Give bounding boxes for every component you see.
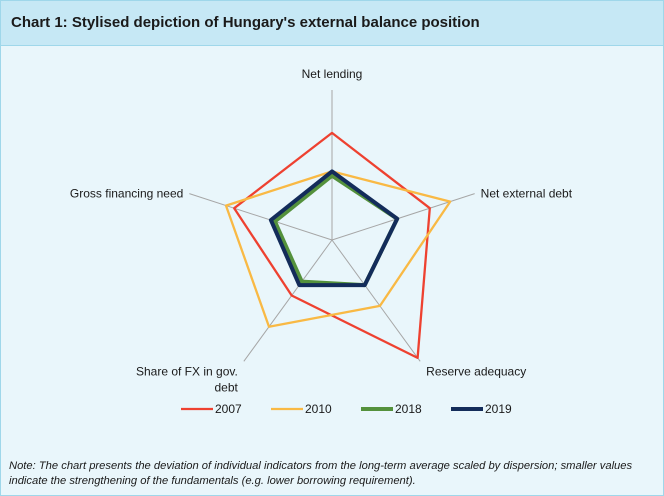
chart-note: Note: The chart presents the deviation o… bbox=[9, 460, 633, 487]
axis-label-line: Gross financing need bbox=[70, 187, 183, 201]
series-2019 bbox=[268, 169, 400, 288]
axis-label-line: Net lending bbox=[302, 67, 363, 81]
legend-label-2010: 2010 bbox=[305, 402, 332, 416]
axis-label-net-lending: Net lending bbox=[302, 67, 363, 81]
chart-title: Chart 1: Stylised depiction of Hungary's… bbox=[11, 14, 480, 31]
axis-label-share-of-fx-in-gov-debt: Share of FX in gov. debt bbox=[136, 364, 239, 394]
axis-label-line: Share of FX in gov. bbox=[136, 364, 238, 378]
title-bar: Chart 1: Stylised depiction of Hungary's… bbox=[1, 1, 663, 46]
axis-label-reserve-adequacy: Reserve adequacy bbox=[426, 364, 526, 378]
spoke-net-external-debt bbox=[331, 193, 475, 241]
axis-label-gross-financing-need: Gross financing need bbox=[70, 187, 183, 201]
radar-chart: Net lending Net external debt Reserve adeq… bbox=[70, 67, 573, 416]
legend: 2007 2010 2018 2019 bbox=[181, 402, 512, 416]
series-2007 bbox=[233, 131, 431, 360]
radar-axis-labels: Net lending Net external debt Reserve adeq… bbox=[70, 67, 573, 394]
radar-series bbox=[224, 131, 452, 360]
legend-label-2007: 2007 bbox=[215, 402, 242, 416]
axis-label-line: debt bbox=[214, 380, 238, 394]
legend-label-2019: 2019 bbox=[485, 402, 512, 416]
spoke-gross-financing-need bbox=[189, 193, 333, 241]
axis-label-net-external-debt: Net external debt bbox=[481, 187, 573, 201]
spoke-reserve-adequacy bbox=[331, 239, 421, 362]
spoke-share-of-fx-in-gov-debt bbox=[243, 239, 333, 362]
legend-label-2018: 2018 bbox=[395, 402, 422, 416]
axis-label-line: Net external debt bbox=[481, 187, 573, 201]
axis-label-line: Reserve adequacy bbox=[426, 364, 526, 378]
series-2010 bbox=[224, 170, 452, 328]
